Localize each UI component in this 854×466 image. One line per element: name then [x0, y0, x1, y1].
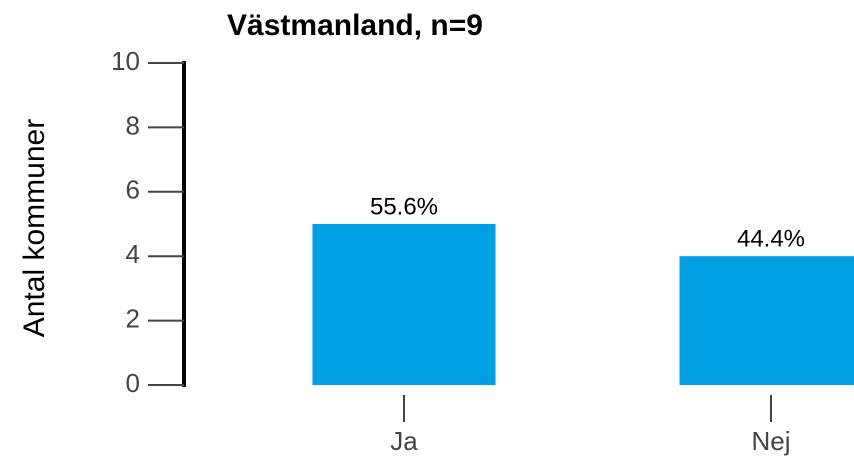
- bar: [312, 224, 496, 385]
- y-tick-label: 4: [126, 239, 140, 269]
- y-tick-label: 0: [126, 368, 140, 398]
- y-tick-label: 2: [126, 303, 140, 333]
- bar: [679, 256, 854, 385]
- y-tick-label: 8: [126, 110, 140, 140]
- y-tick-label: 6: [126, 175, 140, 205]
- y-tick-label: 10: [111, 46, 140, 76]
- chart-title: Västmanland, n=9: [227, 9, 483, 42]
- value-label: 44.4%: [737, 226, 805, 253]
- y-axis-label: Antal kommuner: [18, 119, 51, 337]
- x-tick-label: Nej: [751, 426, 790, 456]
- value-label: 55.6%: [370, 193, 438, 220]
- x-tick-label: Ja: [390, 426, 418, 456]
